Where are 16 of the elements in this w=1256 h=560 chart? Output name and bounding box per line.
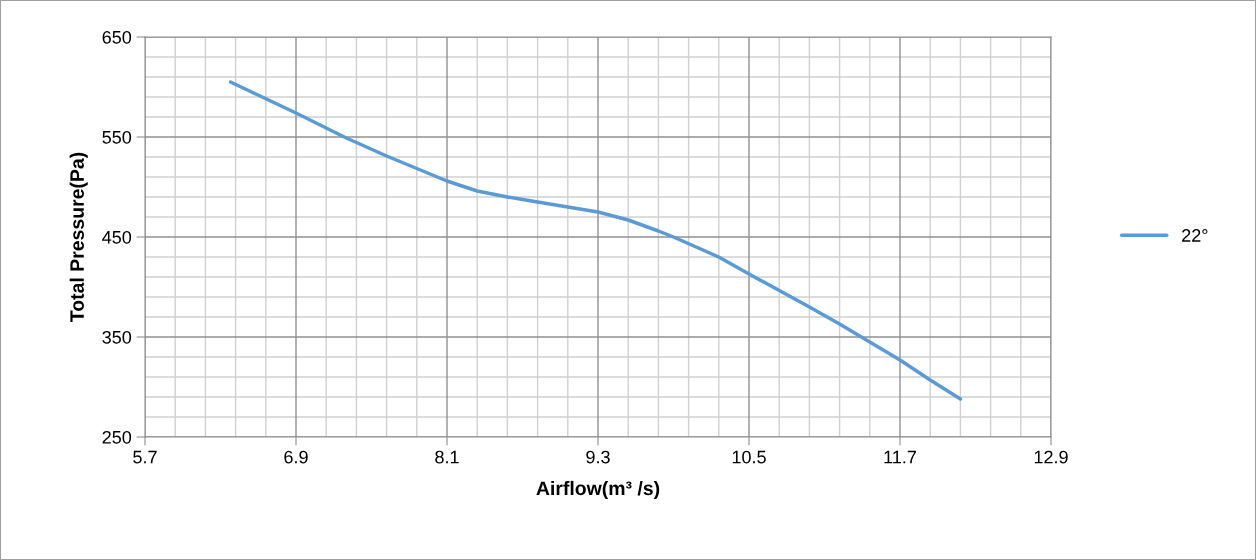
x-axis-title: Airflow(m³ /s) <box>536 480 660 500</box>
x-tick-label: 5.7 <box>133 450 157 464</box>
y-tick-label: 450 <box>102 230 132 244</box>
x-tick-label: 8.1 <box>435 450 459 464</box>
y-tick-label: 250 <box>102 430 132 444</box>
y-tick-label: 350 <box>102 330 132 344</box>
line-series <box>228 80 963 401</box>
x-tick-label: 9.3 <box>586 450 610 464</box>
legend-label: 22° <box>1182 229 1208 242</box>
x-tick-label: 6.9 <box>284 450 308 464</box>
y-tick-label: 550 <box>102 130 132 144</box>
x-tick-label: 12.9 <box>1034 450 1068 464</box>
y-tick-label: 650 <box>102 30 132 44</box>
x-tick-label: 10.5 <box>732 450 766 464</box>
y-axis-title: Total Pressure(Pa) <box>69 152 88 322</box>
x-tick-label: 11.7 <box>884 450 916 464</box>
